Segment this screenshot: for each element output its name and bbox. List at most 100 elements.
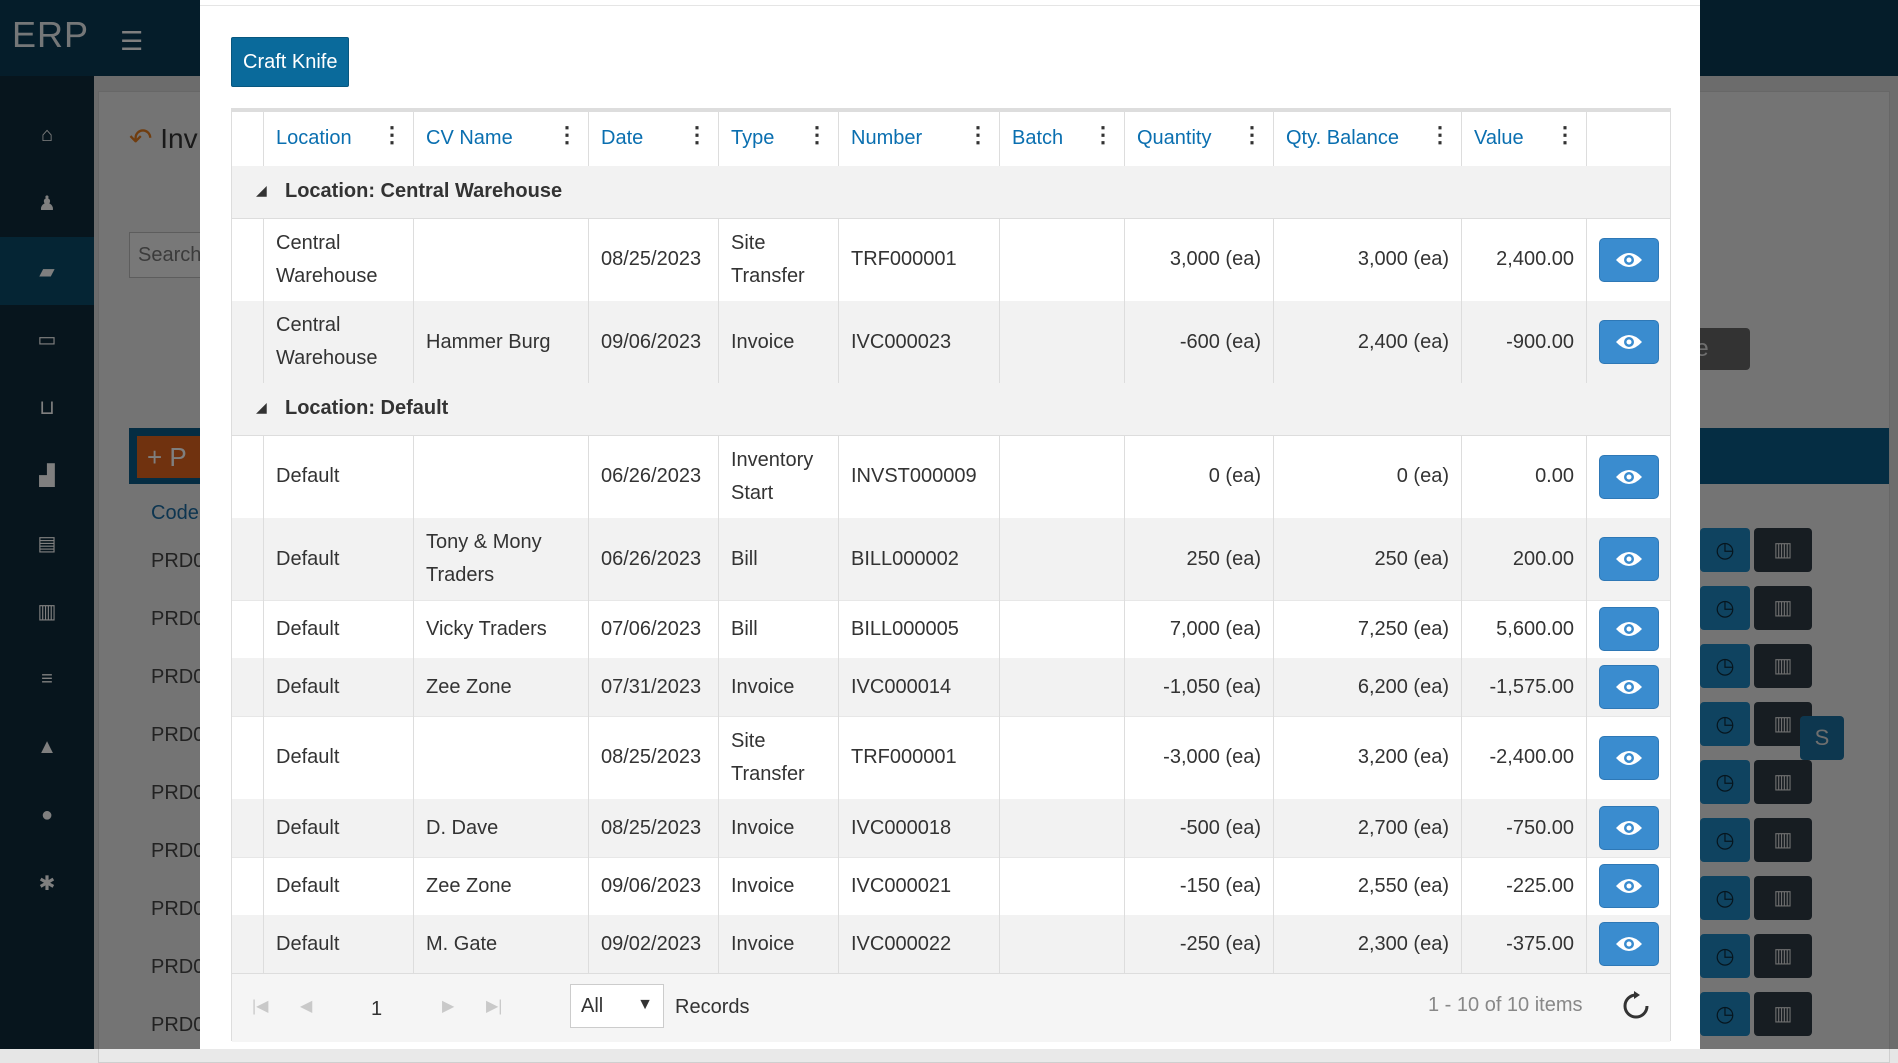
cell-number: INVST000009 — [838, 435, 999, 518]
cell-value: -900.00 — [1461, 301, 1586, 383]
cell-quantity: 250 (ea) — [1124, 518, 1273, 600]
column-header-actions — [1586, 112, 1670, 166]
first-page-icon[interactable]: |◀ — [252, 998, 269, 1015]
column-menu-icon[interactable]: ⋮ — [556, 122, 578, 147]
eye-icon — [1615, 680, 1642, 694]
cell-qty-balance: 3,000 (ea) — [1273, 218, 1461, 301]
view-button[interactable] — [1598, 607, 1659, 651]
cell-location: Central Warehouse — [263, 301, 413, 383]
cell-value: 200.00 — [1461, 518, 1586, 600]
view-button[interactable] — [1598, 864, 1659, 908]
cell-type: Inventory Start — [718, 435, 838, 518]
cell-location: Default — [263, 600, 413, 658]
records-label: Records — [675, 996, 750, 1018]
cell-type: Bill — [718, 600, 838, 658]
current-page[interactable]: 1 — [371, 998, 383, 1020]
cell-batch — [999, 915, 1124, 973]
column-header-quantity[interactable]: Quantity ⋮ — [1124, 112, 1273, 166]
cell-qty-balance: 0 (ea) — [1273, 435, 1461, 518]
cell-quantity: -150 (ea) — [1124, 857, 1273, 915]
view-button[interactable] — [1598, 454, 1659, 499]
cell-location: Default — [263, 716, 413, 799]
cell-location: Default — [263, 518, 413, 600]
product-button[interactable]: Craft Knife — [231, 37, 350, 87]
cell-cv-name: M. Gate — [413, 915, 588, 973]
cell-location: Default — [263, 799, 413, 857]
column-header-type[interactable]: Type ⋮ — [718, 112, 838, 166]
column-menu-icon[interactable]: ⋮ — [1429, 122, 1451, 147]
view-button[interactable] — [1598, 665, 1659, 709]
refresh-icon[interactable] — [1620, 990, 1652, 1022]
column-menu-icon[interactable]: ⋮ — [686, 122, 708, 147]
view-button[interactable] — [1598, 806, 1659, 850]
view-button[interactable] — [1598, 735, 1659, 780]
cell-value: 2,400.00 — [1461, 218, 1586, 301]
column-header-batch[interactable]: Batch ⋮ — [999, 112, 1124, 166]
cell-date: 09/06/2023 — [588, 301, 718, 383]
table-row: Default 06/26/2023 Inventory Start INVST… — [232, 435, 1670, 519]
cell-qty-balance: 2,300 (ea) — [1273, 915, 1461, 973]
table-row: Default M. Gate 09/02/2023 Invoice IVC00… — [232, 915, 1670, 974]
cell-actions — [1586, 857, 1670, 915]
eye-icon — [1615, 335, 1642, 349]
page-size-select[interactable]: All ▼ — [570, 984, 664, 1028]
eye-icon — [1615, 252, 1642, 267]
cell-value: -375.00 — [1461, 915, 1586, 973]
cell-date: 08/25/2023 — [588, 799, 718, 857]
cell-quantity: -600 (ea) — [1124, 301, 1273, 383]
column-header-qty-balance[interactable]: Qty. Balance ⋮ — [1273, 112, 1461, 166]
cell-value: -2,400.00 — [1461, 716, 1586, 799]
cell-cv-name: Hammer Burg — [413, 301, 588, 383]
cell-type: Site Transfer — [718, 716, 838, 799]
column-menu-icon[interactable]: ⋮ — [381, 122, 403, 147]
cell-batch — [999, 799, 1124, 857]
inventory-history-modal: Craft Knife Location ⋮ CV Name ⋮ Date ⋮ … — [200, 0, 1700, 1049]
view-button[interactable] — [1598, 320, 1659, 364]
cell-date: 07/31/2023 — [588, 658, 718, 716]
collapse-triangle-icon[interactable]: ◢ — [256, 182, 267, 198]
column-menu-icon[interactable]: ⋮ — [967, 122, 989, 147]
eye-icon — [1615, 937, 1642, 951]
column-menu-icon[interactable]: ⋮ — [1092, 122, 1114, 147]
view-button[interactable] — [1598, 922, 1659, 966]
previous-page-icon[interactable]: ◀ — [300, 998, 313, 1015]
cell-actions — [1586, 600, 1670, 658]
column-menu-icon[interactable]: ⋮ — [1554, 122, 1576, 147]
column-menu-icon[interactable]: ⋮ — [1241, 122, 1263, 147]
column-header-date[interactable]: Date ⋮ — [588, 112, 718, 166]
view-button[interactable] — [1598, 537, 1659, 581]
cell-location: Default — [263, 857, 413, 915]
cell-date: 09/02/2023 — [588, 915, 718, 973]
cell-date: 06/26/2023 — [588, 435, 718, 518]
cell-type: Bill — [718, 518, 838, 600]
collapse-triangle-icon[interactable]: ◢ — [256, 399, 267, 415]
cell-cv-name: Vicky Traders — [413, 600, 588, 658]
column-header-value[interactable]: Value ⋮ — [1461, 112, 1586, 166]
next-page-icon[interactable]: ▶ — [442, 998, 455, 1015]
table-row: Default Tony & Mony Traders 06/26/2023 B… — [232, 518, 1670, 601]
view-button[interactable] — [1598, 237, 1659, 282]
cell-type: Site Transfer — [718, 218, 838, 301]
cell-qty-balance: 2,550 (ea) — [1273, 857, 1461, 915]
group-header-central-warehouse[interactable]: ◢ Location: Central Warehouse — [232, 166, 1670, 219]
column-header-location[interactable]: Location ⋮ — [263, 112, 413, 166]
column-header-cv-name[interactable]: CV Name ⋮ — [413, 112, 588, 166]
cell-date: 08/25/2023 — [588, 716, 718, 799]
cell-qty-balance: 3,200 (ea) — [1273, 716, 1461, 799]
last-page-icon[interactable]: ▶| — [486, 998, 503, 1015]
table-row: Default 08/25/2023 Site Transfer TRF0000… — [232, 716, 1670, 800]
pager-info: 1 - 10 of 10 items — [1428, 994, 1583, 1016]
column-menu-icon[interactable]: ⋮ — [806, 122, 828, 147]
column-header-number[interactable]: Number ⋮ — [838, 112, 999, 166]
cell-location: Default — [263, 658, 413, 716]
cell-type: Invoice — [718, 799, 838, 857]
grid-header: Location ⋮ CV Name ⋮ Date ⋮ Type ⋮ Numbe… — [232, 112, 1670, 167]
cell-value: 0.00 — [1461, 435, 1586, 518]
cell-number: TRF000001 — [838, 716, 999, 799]
cell-quantity: 0 (ea) — [1124, 435, 1273, 518]
cell-number: TRF000001 — [838, 218, 999, 301]
cell-cv-name: D. Dave — [413, 799, 588, 857]
group-header-default[interactable]: ◢ Location: Default — [232, 383, 1670, 436]
cell-location: Default — [263, 915, 413, 973]
chevron-down-icon: ▼ — [637, 996, 653, 1013]
